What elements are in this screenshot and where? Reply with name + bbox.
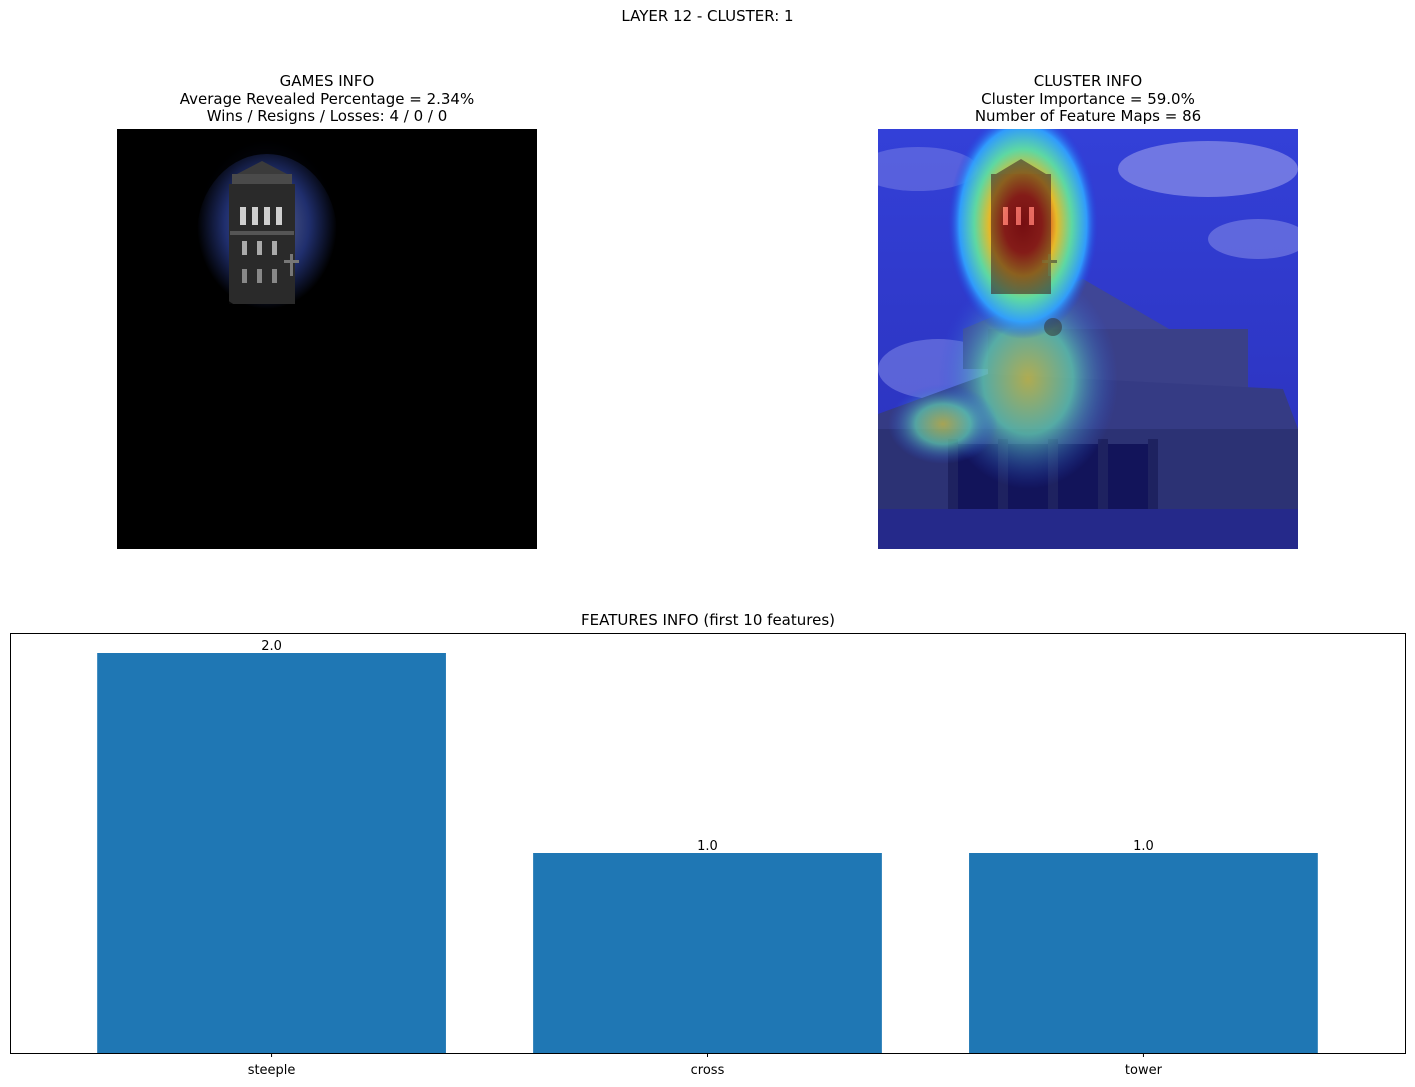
bars-group: 2.0 steeple 1.0 cross 1.0 tower: [97, 639, 1318, 1078]
bar-cross: [533, 853, 882, 1053]
data-label-cross: 1.0: [697, 839, 718, 854]
bar-tower: [969, 853, 1318, 1053]
x-tick-label-cross: cross: [691, 1063, 725, 1078]
masked-image-panel: [117, 129, 537, 549]
cluster-importance-line: Cluster Importance = 59.0%: [981, 89, 1195, 108]
bell-tower-shape: [991, 159, 1062, 336]
feature-maps-line: Number of Feature Maps = 86: [974, 107, 1202, 125]
heatmap-image-panel: [878, 129, 1298, 549]
games-info-title: GAMES INFO Average Revealed Percentage =…: [117, 72, 537, 126]
data-label-tower: 1.0: [1133, 839, 1154, 854]
features-chart-title: FEATURES INFO (first 10 features): [581, 611, 835, 629]
bell-tower-shape: [229, 161, 299, 304]
masked-image: [117, 129, 537, 549]
x-tick-label-tower: tower: [1125, 1063, 1163, 1078]
games-info-heading: GAMES INFO: [279, 72, 375, 90]
cluster-info-heading: CLUSTER INFO: [1033, 72, 1143, 90]
bar-steeple: [97, 653, 446, 1053]
cluster-info-title: CLUSTER INFO Cluster Importance = 59.0% …: [878, 72, 1298, 126]
figure-suptitle: LAYER 12 - CLUSTER: 1: [621, 7, 794, 25]
average-revealed-line: Average Revealed Percentage = 2.34%: [179, 89, 475, 108]
wins-resigns-losses-line: Wins / Resigns / Losses: 4 / 0 / 0: [206, 107, 448, 125]
data-label-steeple: 2.0: [261, 639, 282, 654]
heatmap-overlay-image: [878, 129, 1298, 549]
x-tick-label-steeple: steeple: [248, 1063, 296, 1078]
